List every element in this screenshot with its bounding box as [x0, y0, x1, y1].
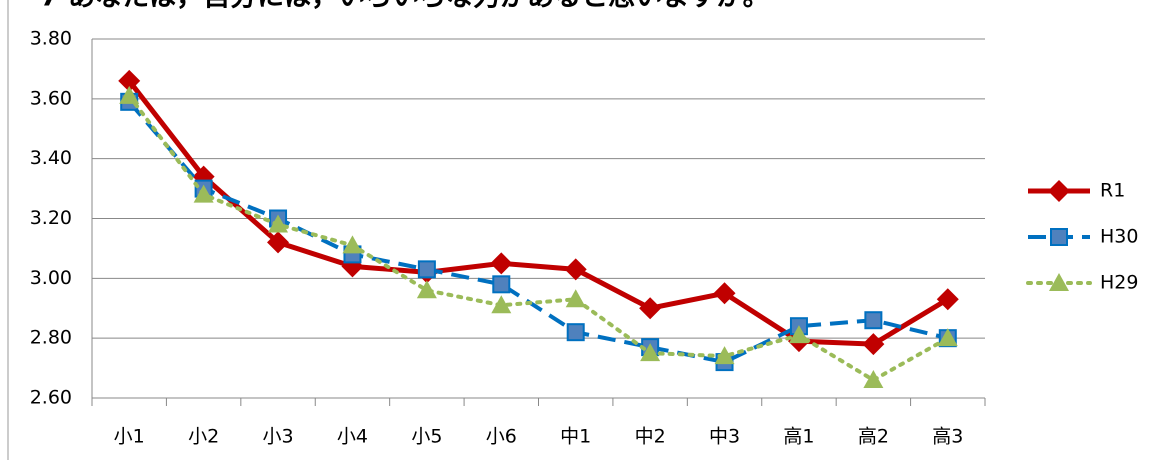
x-tick-label: 小2	[188, 426, 219, 448]
legend-label: R1	[1100, 180, 1125, 202]
marker	[564, 258, 587, 281]
y-tick-label: 3.60	[30, 87, 72, 109]
marker	[566, 323, 585, 342]
x-tick-label: 小5	[411, 426, 442, 448]
marker	[640, 343, 661, 362]
marker	[565, 289, 586, 308]
marker	[864, 311, 883, 330]
x-tick-label: 高2	[858, 426, 889, 448]
marker	[342, 235, 363, 254]
x-tick-label: 小6	[486, 426, 517, 448]
marker	[268, 214, 289, 233]
x-tick-label: 小1	[114, 426, 145, 448]
marker	[193, 184, 214, 203]
legend-label: H30	[1100, 226, 1138, 248]
y-tick-label: 3.80	[30, 28, 72, 50]
marker	[714, 346, 735, 365]
marker	[863, 370, 884, 389]
marker	[490, 252, 513, 275]
x-tick-label: 小4	[337, 426, 368, 448]
x-tick-label: 高3	[932, 426, 963, 448]
marker	[1049, 273, 1069, 291]
x-tick-label: 中1	[560, 426, 591, 448]
series-line	[127, 93, 950, 383]
y-tick-label: 3.20	[30, 207, 72, 229]
x-tick-label: 高1	[783, 426, 814, 448]
marker	[417, 260, 436, 279]
series-line	[127, 100, 949, 365]
marker	[492, 275, 511, 294]
marker	[416, 280, 437, 299]
chart-title: 7 あなたは，自分には，いろいろな力があると思いますか。	[40, 0, 770, 13]
marker	[491, 295, 512, 314]
y-tick-label: 2.60	[30, 387, 72, 409]
marker	[119, 85, 140, 104]
marker	[267, 231, 290, 254]
marker	[118, 69, 141, 92]
marker	[639, 297, 662, 320]
y-tick-label: 3.40	[30, 147, 72, 169]
x-tick-label: 中3	[709, 426, 740, 448]
y-tick-label: 3.00	[30, 267, 72, 289]
x-tick-label: 小3	[262, 426, 293, 448]
marker	[1048, 180, 1070, 202]
y-tick-label: 2.80	[30, 327, 72, 349]
marker	[936, 288, 959, 311]
marker	[788, 325, 809, 344]
marker	[862, 333, 885, 356]
series-line	[127, 79, 950, 347]
marker	[713, 282, 736, 305]
x-tick-label: 中2	[635, 426, 666, 448]
legend-label: H29	[1100, 272, 1138, 294]
marker	[937, 328, 958, 347]
marker	[1050, 228, 1068, 246]
